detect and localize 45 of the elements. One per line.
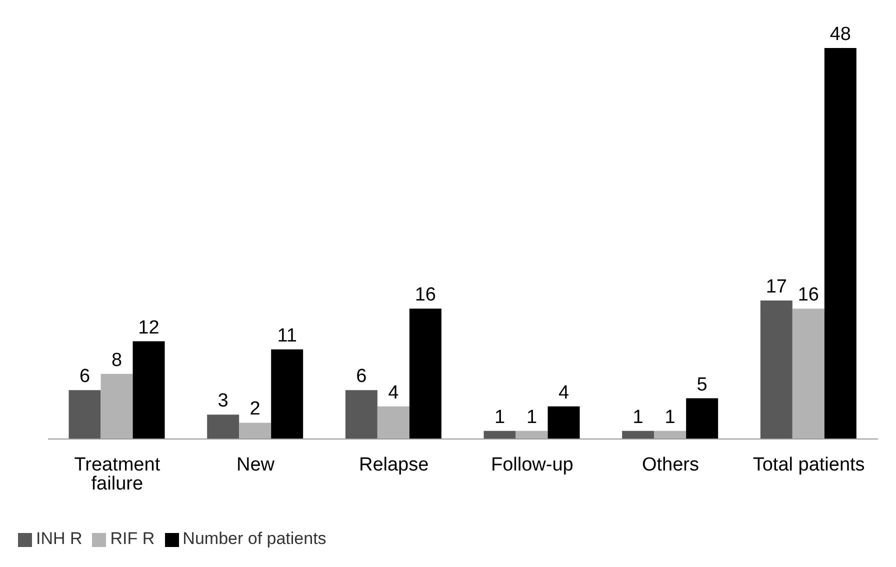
- data-label: 17: [766, 276, 787, 298]
- bar: [207, 414, 240, 439]
- legend-label: Number of patients: [182, 529, 326, 548]
- data-label: 1: [494, 406, 506, 428]
- data-label: 1: [526, 406, 538, 428]
- data-label: 5: [696, 374, 708, 396]
- bar: [239, 422, 272, 439]
- data-label: 3: [218, 390, 228, 412]
- data-label: 16: [414, 284, 436, 306]
- bar: [824, 48, 856, 439]
- x-tick-label: New: [236, 454, 275, 476]
- bar: [377, 406, 410, 439]
- bar: [345, 390, 378, 439]
- bar: [686, 398, 718, 439]
- data-label: 6: [356, 366, 367, 388]
- data-label: 12: [138, 317, 160, 338]
- data-label: 6: [79, 366, 90, 388]
- bar: [622, 430, 654, 439]
- data-label: 4: [558, 382, 570, 404]
- bar: [68, 390, 101, 439]
- x-tick-label: Others: [642, 454, 700, 476]
- bar: [548, 406, 580, 439]
- data-label: 11: [277, 325, 297, 346]
- bar: [760, 300, 792, 439]
- bar: [271, 349, 304, 439]
- x-tick-label: Follow-up: [490, 454, 574, 476]
- bar: [409, 308, 442, 439]
- data-label: 1: [664, 406, 676, 428]
- bar: [792, 308, 824, 439]
- bar: [100, 374, 133, 439]
- bar: [132, 341, 165, 439]
- legend-label: RIF R: [110, 529, 155, 548]
- data-label: 4: [388, 382, 400, 404]
- data-label: 48: [830, 24, 851, 45]
- x-tick-label: Total patients: [752, 454, 865, 476]
- data-label: 1: [632, 406, 644, 428]
- x-tick-label: Relapse: [358, 454, 429, 476]
- bar: [654, 430, 686, 439]
- data-label: 2: [250, 398, 260, 420]
- x-tick-label: Treatment failure: [74, 454, 161, 494]
- data-label: 8: [111, 350, 122, 371]
- bar: [484, 430, 516, 439]
- bar: [516, 430, 548, 439]
- data-label: 16: [798, 284, 819, 306]
- legend-label: INH R: [36, 529, 82, 548]
